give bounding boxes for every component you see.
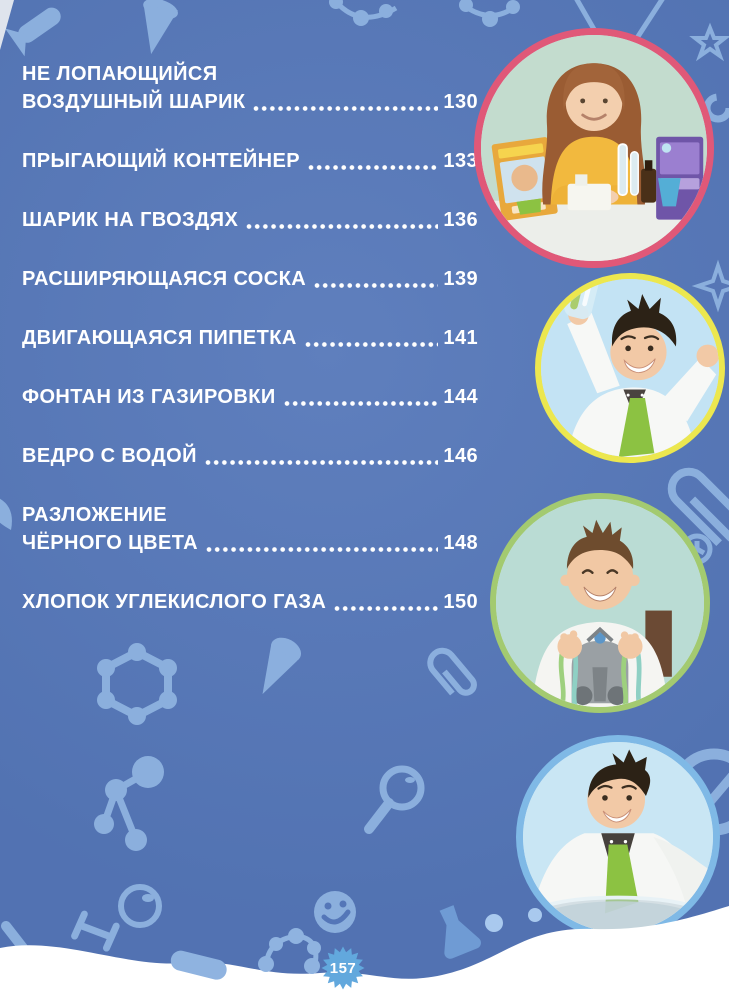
toc-page-number: 148 — [443, 532, 478, 554]
toc-entry: ШАРИК НА ГВОЗДЯХ 136 — [22, 206, 478, 234]
magnifier-icon — [364, 765, 425, 834]
toc-dot-leader — [313, 283, 439, 288]
icecream-cone-icon — [262, 637, 302, 695]
toc-title-line: ЧЁРНОГО ЦВЕТА — [22, 532, 198, 554]
toc-dot-leader — [203, 460, 439, 465]
toc-title-line: ФОНТАН ИЗ ГАЗИРОВКИ — [22, 386, 276, 408]
photo-scientist-bottle — [535, 273, 725, 463]
toc-dot-leader — [204, 547, 439, 552]
toc-title-line: ВЕДРО С ВОДОЙ — [22, 445, 197, 467]
molecule-chain-icon — [459, 0, 520, 27]
sparkle-icon — [691, 259, 729, 313]
toc-page-number: 139 — [443, 268, 478, 290]
smiley-icon — [314, 891, 356, 933]
star-icon — [689, 22, 729, 62]
toc-entry: ФОНТАН ИЗ ГАЗИРОВКИ 144 — [22, 383, 478, 411]
molecule-chain-icon — [329, 0, 398, 26]
toc-page-number: 130 — [443, 91, 478, 113]
toc-page-number: 141 — [443, 327, 478, 349]
paperclip-icon — [427, 647, 477, 696]
toc-dot-leader — [245, 224, 439, 229]
toc-dot-leader — [303, 342, 439, 347]
toc-entry: ПРЫГАЮЩИЙ КОНТЕЙНЕР 133 — [22, 147, 478, 175]
toc-page-number: 144 — [443, 386, 478, 408]
toc-entry: РАЗЛОЖЕНИЕ ЧЁРНОГО ЦВЕТА 148 — [22, 501, 478, 557]
paperclip-icon — [667, 467, 729, 547]
cone-icon — [143, 0, 178, 55]
bubble-icon — [118, 884, 162, 928]
toc-page-number: 136 — [443, 209, 478, 231]
molecule-hexagon-icon — [97, 643, 177, 725]
page-number-badge: 157 — [321, 946, 365, 990]
dumbbell-icon — [71, 910, 120, 952]
photo-boy-slime — [490, 493, 710, 713]
stick-icon — [1, 921, 39, 967]
toc-dot-leader — [333, 606, 439, 611]
toc-page-number: 150 — [443, 591, 478, 613]
wing-icon — [0, 498, 12, 530]
toc-title-line: НЕ ЛОПАЮЩИЙСЯ — [22, 63, 218, 85]
toc-page-number: 146 — [443, 445, 478, 467]
toc-dot-leader — [282, 401, 439, 406]
toc-title-line: ХЛОПОК УГЛЕКИСЛОГО ГАЗА — [22, 591, 327, 613]
table-of-contents: НЕ ЛОПАЮЩИЙСЯ ВОЗДУШНЫЙ ШАРИК 130 ПРЫГАЮЩИЙ… — [22, 60, 478, 647]
toc-title-line: ПРЫГАЮЩИЙ КОНТЕЙНЕР — [22, 150, 300, 172]
toc-title-line: ДВИГАЮЩАЯСЯ ПИПЕТКА — [22, 327, 297, 349]
toc-entry: ХЛОПОК УГЛЕКИСЛОГО ГАЗА 150 — [22, 588, 478, 616]
balloon-string — [634, 0, 665, 40]
toc-title-line: РАЗЛОЖЕНИЕ — [22, 504, 167, 526]
molecule-cluster-icon — [94, 756, 164, 851]
photo-girl-science-kit — [474, 28, 714, 268]
page-corner-sliver — [0, 0, 14, 50]
toc-entry: ВЕДРО С ВОДОЙ 146 — [22, 442, 478, 470]
toc-title-line: РАСШИРЯЮЩАЯСЯ СОСКА — [22, 268, 307, 290]
page-number: 157 — [329, 959, 357, 977]
toc-entry: НЕ ЛОПАЮЩИЙСЯ ВОЗДУШНЫЙ ШАРИК 130 — [22, 60, 478, 116]
rocket-icon — [5, 7, 61, 57]
toc-title-line: ВОЗДУШНЫЙ ШАРИК — [22, 91, 246, 113]
toc-entry: ДВИГАЮЩАЯСЯ ПИПЕТКА 141 — [22, 324, 478, 352]
toc-dot-leader — [252, 106, 439, 111]
toc-title-line: ШАРИК НА ГВОЗДЯХ — [22, 209, 239, 231]
swirl-icon — [703, 93, 729, 123]
toc-entry: РАСШИРЯЮЩАЯСЯ СОСКА 139 — [22, 265, 478, 293]
photo-scientist-bowl — [516, 735, 720, 939]
toc-dot-leader — [307, 165, 439, 170]
toc-page-number: 133 — [443, 150, 478, 172]
